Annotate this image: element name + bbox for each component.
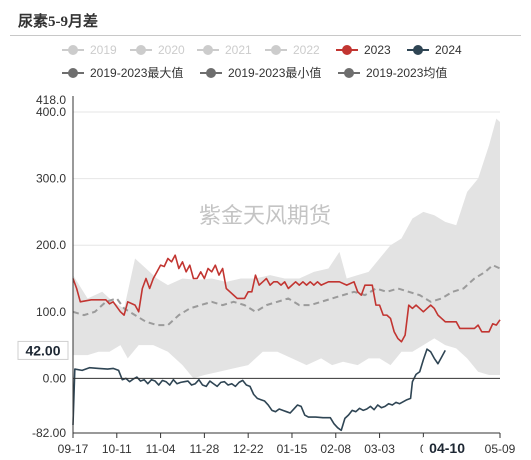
- legend-swatch-dot: [344, 68, 354, 78]
- x-tick-label: 02-08: [320, 442, 351, 456]
- legend-label: 2024: [435, 43, 462, 57]
- x-tick-label: 05-09: [485, 442, 516, 456]
- legend-swatch-dot: [413, 45, 423, 55]
- y-tick-label: 0.00: [43, 371, 67, 385]
- legend-label: 2022: [293, 43, 320, 57]
- max-min-band: [73, 118, 500, 379]
- y-tick-label: 418.0: [36, 93, 66, 107]
- legend-label: 2021: [225, 43, 252, 57]
- legend-swatch-dot: [206, 68, 216, 78]
- x-tick-label: 09-17: [58, 442, 89, 456]
- crosshair-y-label: 42.00: [25, 342, 60, 358]
- legend-swatch-dot: [68, 68, 78, 78]
- legend-item-2022: 2022: [265, 43, 320, 57]
- y-tick-label: 100.0: [36, 305, 66, 319]
- x-tick-label: 01-15: [277, 442, 308, 456]
- legend-item-2019-2023: 2019-2023最大值: [62, 65, 183, 80]
- watermark: 紫金天风期货: [199, 203, 331, 228]
- legend-item-2023: 2023: [336, 43, 391, 57]
- range-band: [73, 118, 500, 379]
- legend-swatch-dot: [68, 45, 78, 55]
- crosshair-y-box: [17, 340, 69, 360]
- legend-swatch-dot: [136, 45, 146, 55]
- x-tick-label: 11-04: [146, 442, 176, 456]
- legend-label: 2023: [364, 43, 391, 57]
- legend: 2019 2020 2021 2022 2023 2024 2019-2023最大值 2019…: [62, 43, 462, 80]
- crosshair-x-label: 04-10: [429, 440, 465, 456]
- legend-label: 2019-2023均值: [366, 65, 447, 80]
- legend-item-2020: 2020: [130, 43, 185, 57]
- crosshair-x-box: [423, 437, 472, 457]
- legend-label: 2019: [90, 43, 117, 57]
- highlight-labels: 42.00 04-10: [17, 340, 472, 457]
- legend-item-2019: 2019: [62, 43, 117, 57]
- series-line-2024: [72, 348, 446, 432]
- legend-swatch-dot: [271, 45, 281, 55]
- legend-label: 2019-2023最小值: [228, 65, 321, 80]
- legend-item-2019-2023: 2019-2023均值: [338, 65, 447, 80]
- legend-item-2019-2023: 2019-2023最小值: [200, 65, 321, 80]
- series-lines: [72, 254, 501, 432]
- x-tick-label: 11-28: [189, 442, 219, 456]
- y-tick-label: 300.0: [36, 172, 66, 186]
- legend-label: 2019-2023最大值: [90, 65, 183, 80]
- legend-item-2021: 2021: [197, 43, 252, 57]
- title-divider: [10, 35, 521, 36]
- y-tick-label: 200.0: [36, 238, 66, 252]
- legend-item-2024: 2024: [407, 43, 462, 57]
- series-line-2019-2023: [72, 264, 501, 327]
- chart-title: 尿素5-9月差: [18, 14, 98, 30]
- legend-label: 2020: [158, 43, 185, 57]
- series-line-2023: [72, 254, 501, 343]
- legend-swatch-dot: [342, 45, 352, 55]
- x-tick-label: 12-22: [233, 442, 264, 456]
- y-tick-label: -82.00: [32, 426, 66, 440]
- x-tick-label: 03-03: [364, 442, 395, 456]
- x-tick-label: 10-11: [102, 442, 132, 456]
- y-tick-label: 400.0: [36, 105, 66, 119]
- legend-swatch-dot: [203, 45, 213, 55]
